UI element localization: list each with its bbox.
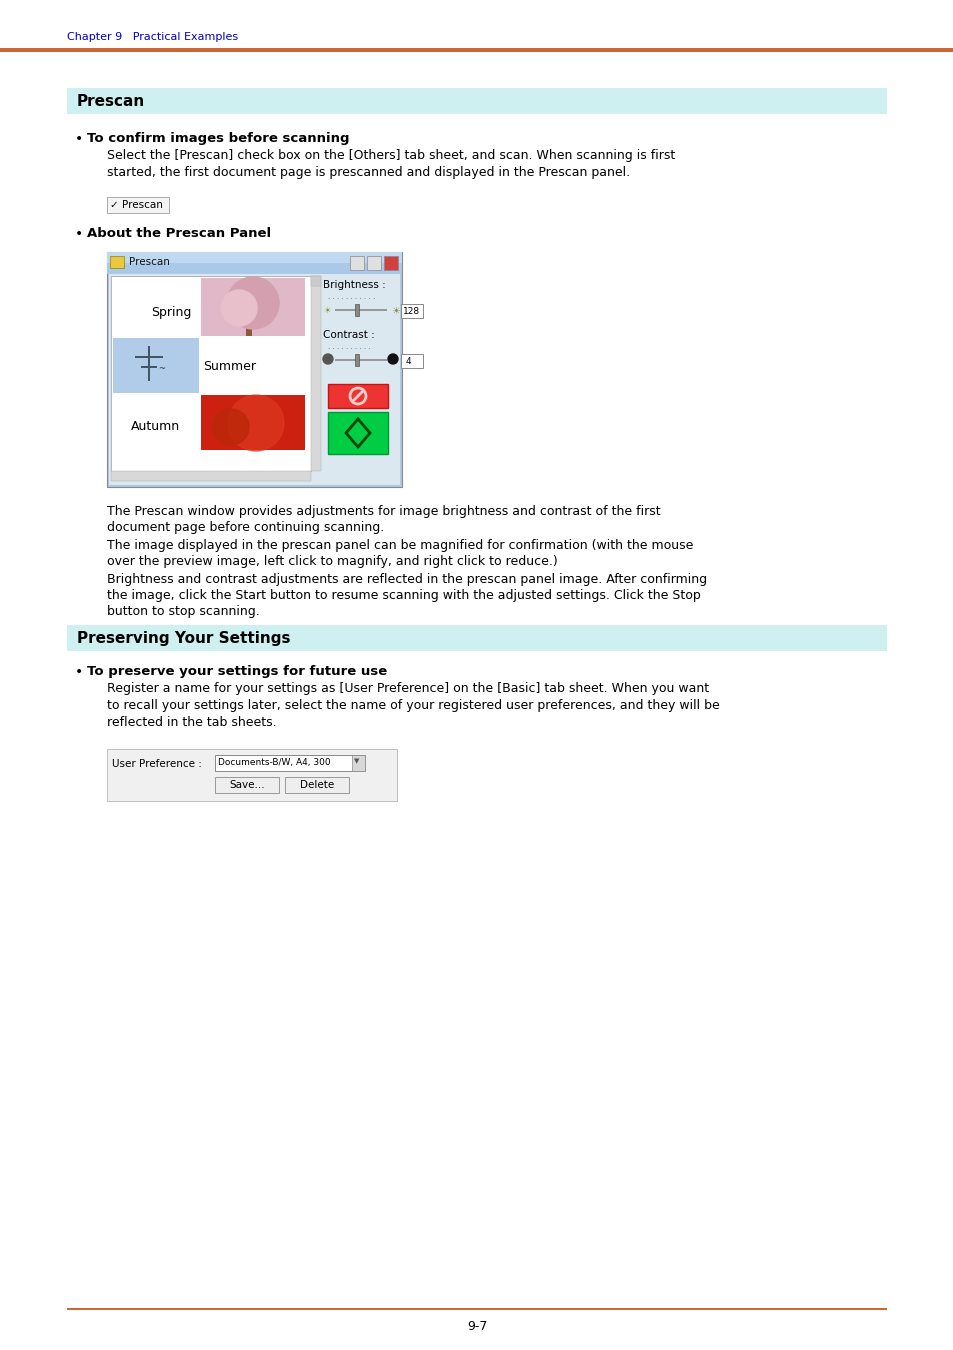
Bar <box>112 338 199 393</box>
Text: . . . . . . . . . . .: . . . . . . . . . . . <box>328 294 375 300</box>
Circle shape <box>227 277 278 329</box>
Text: reflected in the tab sheets.: reflected in the tab sheets. <box>107 716 276 729</box>
Bar <box>352 755 365 771</box>
Text: document page before continuing scanning.: document page before continuing scanning… <box>107 521 384 535</box>
Bar <box>246 308 252 336</box>
Bar <box>135 356 163 358</box>
Bar <box>214 755 365 771</box>
Text: User Preference :: User Preference : <box>112 759 202 769</box>
Bar <box>201 396 305 450</box>
Bar <box>400 354 422 369</box>
Text: •: • <box>75 666 83 679</box>
Circle shape <box>388 354 397 364</box>
Text: About the Prescan Panel: About the Prescan Panel <box>87 227 271 240</box>
Text: To confirm images before scanning: To confirm images before scanning <box>87 132 349 144</box>
Bar <box>311 275 320 471</box>
Circle shape <box>221 290 256 325</box>
Text: Prescan: Prescan <box>77 95 145 109</box>
Text: ☀: ☀ <box>323 306 330 315</box>
Circle shape <box>323 354 333 364</box>
Bar <box>109 274 399 485</box>
Bar <box>67 88 886 113</box>
Text: . . . . . . . . . .: . . . . . . . . . . <box>328 344 371 350</box>
Bar <box>67 1308 886 1309</box>
Bar <box>350 256 364 270</box>
Bar <box>335 359 387 360</box>
Bar <box>107 197 169 213</box>
Bar <box>335 309 387 311</box>
Bar <box>107 252 401 263</box>
Bar <box>110 256 124 269</box>
Text: To preserve your settings for future use: To preserve your settings for future use <box>87 666 387 678</box>
Text: •: • <box>75 132 83 146</box>
Bar <box>355 304 358 316</box>
Text: Documents-B/W, A4, 300: Documents-B/W, A4, 300 <box>218 757 331 767</box>
Text: started, the first document page is prescanned and displayed in the Prescan pane: started, the first document page is pres… <box>107 166 630 180</box>
Bar <box>328 412 388 454</box>
Text: the image, click the Start button to resume scanning with the adjusted settings.: the image, click the Start button to res… <box>107 589 700 602</box>
Text: Register a name for your settings as [User Preference] on the [Basic] tab sheet.: Register a name for your settings as [Us… <box>107 682 708 695</box>
Bar <box>148 346 150 381</box>
Bar <box>141 366 157 367</box>
Text: Brightness and contrast adjustments are reflected in the prescan panel image. Af: Brightness and contrast adjustments are … <box>107 572 706 586</box>
Text: ☀: ☀ <box>391 306 399 316</box>
Text: The image displayed in the prescan panel can be magnified for confirmation (with: The image displayed in the prescan panel… <box>107 539 693 552</box>
Circle shape <box>213 409 249 446</box>
Text: Prescan: Prescan <box>129 256 170 267</box>
Bar <box>107 749 396 801</box>
Text: Spring: Spring <box>151 306 192 319</box>
Bar <box>67 625 886 651</box>
Text: to recall your settings later, select the name of your registered user preferenc: to recall your settings later, select th… <box>107 699 719 711</box>
Bar <box>367 256 380 270</box>
Bar <box>355 354 358 366</box>
Text: Preserving Your Settings: Preserving Your Settings <box>77 630 291 647</box>
Bar <box>328 383 388 408</box>
Bar <box>0 49 953 53</box>
Bar <box>201 278 305 336</box>
Text: ▼: ▼ <box>354 757 359 764</box>
Text: Delete: Delete <box>299 780 334 790</box>
Text: Contrast :: Contrast : <box>323 329 375 340</box>
Text: button to stop scanning.: button to stop scanning. <box>107 605 259 618</box>
Bar <box>384 256 397 270</box>
Bar <box>111 275 311 471</box>
Text: 9-7: 9-7 <box>466 1320 487 1332</box>
Text: Chapter 9   Practical Examples: Chapter 9 Practical Examples <box>67 32 238 42</box>
Bar <box>285 778 349 792</box>
Text: Summer: Summer <box>203 360 255 373</box>
Text: •: • <box>75 227 83 242</box>
Text: over the preview image, left click to magnify, and right click to reduce.): over the preview image, left click to ma… <box>107 555 558 568</box>
Text: 128: 128 <box>402 306 419 316</box>
Text: Save...: Save... <box>229 780 265 790</box>
Text: Brightness :: Brightness : <box>323 279 385 290</box>
Bar <box>311 275 320 286</box>
Circle shape <box>228 396 284 451</box>
Bar <box>107 252 401 274</box>
Text: ~: ~ <box>158 364 165 373</box>
Bar <box>107 252 401 487</box>
Text: ✓ Prescan: ✓ Prescan <box>110 200 163 211</box>
Bar <box>111 471 311 481</box>
Bar <box>400 304 422 319</box>
Text: Autumn: Autumn <box>131 420 180 433</box>
Text: Select the [Prescan] check box on the [Others] tab sheet, and scan. When scannin: Select the [Prescan] check box on the [O… <box>107 148 675 162</box>
Text: 4: 4 <box>406 356 411 366</box>
Bar <box>214 778 278 792</box>
Text: The Prescan window provides adjustments for image brightness and contrast of the: The Prescan window provides adjustments … <box>107 505 659 518</box>
